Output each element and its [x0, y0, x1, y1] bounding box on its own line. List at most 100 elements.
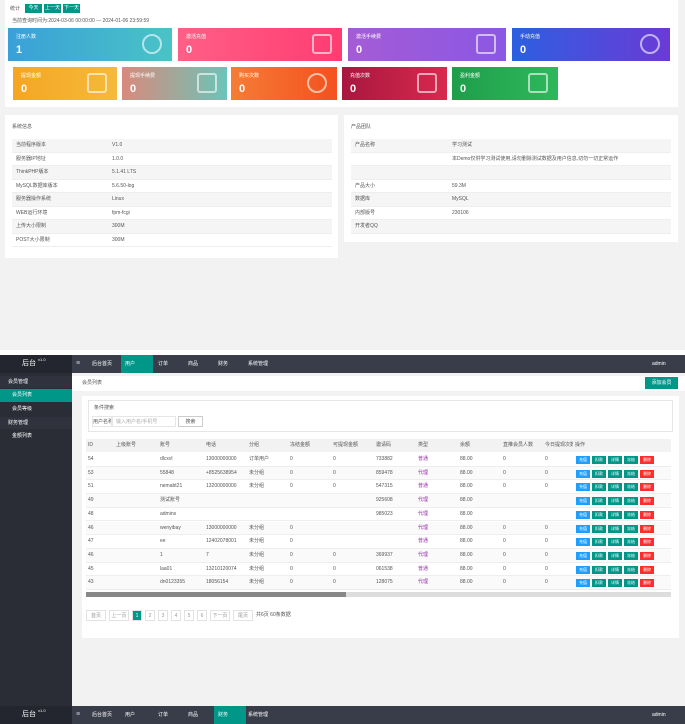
nav-item[interactable]: 用户 — [125, 712, 136, 718]
action-button[interactable]: 充值 — [576, 469, 590, 478]
info-row — [12, 180, 332, 193]
page-button[interactable]: 上一页 — [109, 610, 129, 621]
action-button[interactable]: 删除 — [640, 579, 654, 588]
side-group-label[interactable]: 财务管理 — [8, 420, 29, 426]
add-button[interactable]: 添加会员 — [645, 377, 678, 389]
side-group-label[interactable]: 会员管理 — [8, 379, 29, 385]
page-button[interactable]: 1 — [132, 610, 142, 621]
nav-item[interactable]: 后台首页 — [92, 712, 113, 718]
side-item[interactable]: 金额列表 — [12, 433, 33, 439]
action-button[interactable]: 充值 — [576, 524, 590, 533]
user-name[interactable]: admin — [652, 361, 666, 367]
nav-item[interactable]: 系统管理 — [248, 712, 269, 718]
action-button[interactable]: 冻结 — [624, 551, 638, 560]
page-button[interactable]: 6 — [197, 610, 207, 621]
info-row — [12, 207, 332, 220]
action-button[interactable]: 删除 — [640, 469, 654, 478]
action-button[interactable]: 冻结 — [624, 469, 638, 478]
action-button[interactable]: 详情 — [608, 565, 622, 574]
action-button[interactable]: 冻结 — [624, 510, 638, 519]
action-button[interactable]: 充值 — [576, 483, 590, 492]
user-name[interactable]: admin — [652, 712, 666, 718]
side-item[interactable]: 会员等级 — [12, 406, 33, 412]
page-button[interactable]: 5 — [184, 610, 194, 621]
action-button[interactable]: 详情 — [608, 497, 622, 506]
action-button[interactable]: 详情 — [608, 551, 622, 560]
action-button[interactable]: 删除 — [640, 456, 654, 464]
action-button[interactable]: 充值 — [576, 565, 590, 574]
action-button[interactable]: 详情 — [608, 579, 622, 588]
action-button[interactable]: 充值 — [576, 497, 590, 506]
nav-item[interactable]: 订单 — [158, 712, 169, 718]
nav-item[interactable]: 后台首页 — [92, 361, 113, 367]
action-button[interactable]: 删除 — [640, 524, 654, 533]
table-cell: dn0123355 — [160, 579, 186, 586]
page-button[interactable]: 下一页 — [210, 610, 230, 621]
action-button[interactable]: 详情 — [608, 483, 622, 492]
action-button[interactable]: 删除 — [640, 483, 654, 492]
nav-item[interactable]: 财务 — [218, 712, 229, 718]
table-cell: 0 — [545, 579, 548, 586]
action-button[interactable]: 扣款 — [592, 579, 606, 588]
action-button[interactable]: 充值 — [576, 510, 590, 519]
nav-item[interactable]: 用户 — [125, 361, 136, 367]
stat-card-value: 0 — [239, 83, 246, 95]
action-button[interactable]: 扣款 — [592, 510, 606, 519]
action-button[interactable]: 扣款 — [592, 538, 606, 547]
action-button[interactable]: 冻结 — [624, 524, 638, 533]
nav-item[interactable]: 商品 — [188, 712, 199, 718]
action-button[interactable]: 充值 — [576, 538, 590, 547]
action-button[interactable]: 删除 — [640, 497, 654, 506]
action-button[interactable]: 扣款 — [592, 551, 606, 560]
action-button[interactable]: 扣款 — [592, 565, 606, 574]
action-button[interactable]: 删除 — [640, 510, 654, 519]
action-button[interactable]: 删除 — [640, 551, 654, 560]
action-button[interactable]: 冻结 — [624, 565, 638, 574]
page-button[interactable]: 3 — [158, 610, 168, 621]
action-button[interactable]: 详情 — [608, 538, 622, 547]
stat-card — [122, 67, 227, 100]
action-button[interactable]: 扣款 — [592, 456, 606, 464]
action-button[interactable]: 扣款 — [592, 497, 606, 506]
action-button[interactable]: 冻结 — [624, 497, 638, 506]
table-cell: 0 — [290, 579, 293, 586]
menu-toggle: ≡ — [76, 360, 81, 367]
nav-item[interactable]: 商品 — [188, 361, 199, 367]
action-button[interactable]: 冻结 — [624, 483, 638, 492]
stat-card-value: 0 — [460, 83, 467, 95]
action-button[interactable]: 冻结 — [624, 538, 638, 547]
day-button[interactable]: 今天 — [25, 4, 42, 13]
action-button[interactable]: 删除 — [640, 565, 654, 574]
logo-area — [0, 706, 72, 724]
action-button[interactable]: 详情 — [608, 469, 622, 478]
day-button[interactable]: 下一天 — [63, 4, 80, 13]
page-button[interactable]: 4 — [171, 610, 181, 621]
stat-card-value: 1 — [16, 44, 23, 56]
search-input[interactable]: 输入用户名/手机号 — [112, 416, 176, 427]
nav-item[interactable]: 系统管理 — [248, 361, 269, 367]
info-row — [351, 166, 671, 180]
page-button[interactable]: 2 — [145, 610, 155, 621]
table-cell: 0 — [503, 483, 506, 490]
action-button[interactable]: 详情 — [608, 456, 622, 464]
page-button[interactable]: 尾页 — [233, 610, 253, 621]
action-button[interactable]: 冻结 — [624, 456, 638, 464]
action-button[interactable]: 充值 — [576, 551, 590, 560]
table-cell: 51 — [88, 483, 94, 490]
action-button[interactable]: 充值 — [576, 456, 590, 464]
action-button[interactable]: 扣款 — [592, 524, 606, 533]
action-button[interactable]: 扣款 — [592, 483, 606, 492]
nav-item[interactable]: 财务 — [218, 361, 229, 367]
table-cell: 0 — [503, 579, 506, 586]
page-button[interactable]: 首页 — [86, 610, 106, 621]
action-button[interactable]: 详情 — [608, 524, 622, 533]
action-button[interactable]: 扣款 — [592, 469, 606, 478]
action-button[interactable]: 详情 — [608, 510, 622, 519]
search-button[interactable]: 搜索 — [178, 416, 203, 427]
side-item[interactable]: 会员列表 — [12, 392, 33, 398]
nav-item[interactable]: 订单 — [158, 361, 169, 367]
action-button[interactable]: 充值 — [576, 579, 590, 588]
action-button[interactable]: 冻结 — [624, 579, 638, 588]
action-button[interactable]: 删除 — [640, 538, 654, 547]
day-button[interactable]: 上一天 — [44, 4, 61, 13]
